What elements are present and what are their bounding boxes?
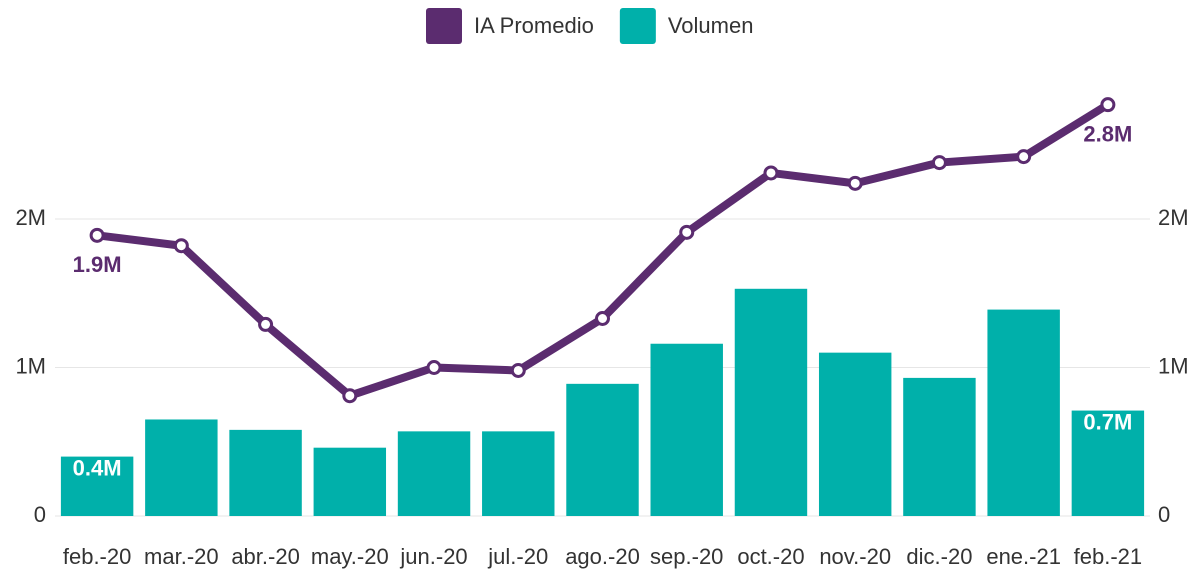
line-point <box>1100 97 1116 113</box>
bar <box>1071 410 1145 516</box>
bar <box>482 431 555 516</box>
x-tick-label: feb.-21 <box>1074 544 1143 569</box>
line-point <box>258 316 274 332</box>
line-point <box>763 165 779 181</box>
x-tick-label: jul.-20 <box>487 544 548 569</box>
bar <box>903 377 976 516</box>
bar <box>987 309 1060 516</box>
line-point <box>510 362 526 378</box>
x-tick-label: jun.-20 <box>399 544 467 569</box>
y-tick-label: 1M <box>15 353 46 378</box>
bar <box>650 343 723 516</box>
bar <box>60 456 134 516</box>
bar-value-label: 0.4M <box>73 455 122 480</box>
bar <box>818 352 892 516</box>
x-tick-label: may.-20 <box>311 544 389 569</box>
line-point <box>173 238 189 254</box>
line-value-label: 2.8M <box>1083 121 1132 146</box>
bar <box>229 429 302 516</box>
x-tick-label: ago.-20 <box>565 544 640 569</box>
bar <box>145 419 218 516</box>
x-tick-label: nov.-20 <box>819 544 891 569</box>
line-point <box>1016 149 1032 165</box>
y2-tick-label: 0 <box>1158 502 1170 527</box>
line-point <box>595 310 610 326</box>
x-tick-label: dic.-20 <box>906 544 972 569</box>
line-point <box>426 360 442 375</box>
x-tick-label: sep.-20 <box>650 544 723 569</box>
legend-swatch <box>619 8 656 44</box>
x-tick-label: feb.-20 <box>63 544 132 569</box>
bar-value-label: 0.7M <box>1083 409 1132 434</box>
line-point <box>89 227 105 243</box>
y-tick-label: 2M <box>15 205 46 230</box>
line-point <box>847 175 863 191</box>
bar <box>397 431 471 516</box>
x-tick-label: oct.-20 <box>737 544 804 569</box>
x-tick-label: mar.-20 <box>144 544 219 569</box>
x-tick-label: ene.-21 <box>986 544 1061 569</box>
legend-label: IA Promedio <box>474 13 594 38</box>
legend-label: Volumen <box>668 13 754 38</box>
bar <box>313 447 387 516</box>
line <box>96 101 1110 400</box>
y2-tick-label: 2M <box>1158 205 1189 230</box>
line-point <box>342 388 358 404</box>
y2-tick-label: 1M <box>1158 353 1189 378</box>
legend-swatch <box>426 8 462 44</box>
bar <box>566 383 639 516</box>
x-tick-label: abr.-20 <box>231 544 300 569</box>
line-point <box>679 224 695 240</box>
line-value-label: 1.9M <box>73 252 122 277</box>
y-tick-label: 0 <box>34 502 46 527</box>
bar <box>734 288 808 516</box>
line-point <box>931 155 947 171</box>
